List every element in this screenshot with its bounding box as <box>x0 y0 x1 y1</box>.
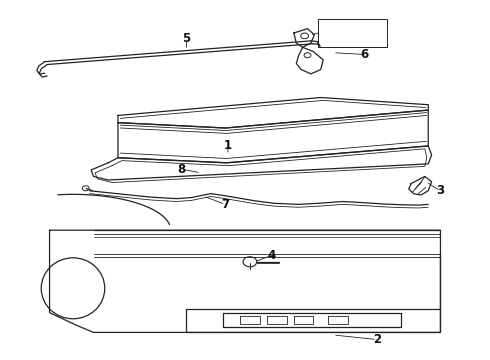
Text: 8: 8 <box>177 163 186 176</box>
Text: 1: 1 <box>224 139 232 152</box>
Text: 7: 7 <box>221 198 229 211</box>
Text: 4: 4 <box>268 249 276 262</box>
Text: 5: 5 <box>182 32 191 45</box>
Text: 6: 6 <box>361 48 369 61</box>
Text: 2: 2 <box>373 333 381 346</box>
Text: 3: 3 <box>437 184 444 197</box>
